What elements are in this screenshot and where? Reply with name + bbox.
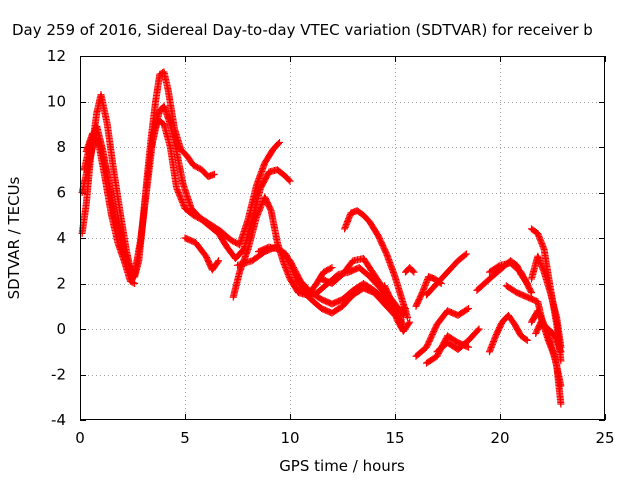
x-tick-label: 5	[180, 429, 190, 447]
y-tick-label: -2	[51, 366, 66, 384]
data-point	[557, 400, 565, 408]
data-point	[462, 250, 470, 258]
plot-frame	[80, 56, 605, 420]
x-tick-label: 20	[490, 429, 509, 447]
data-point	[410, 268, 418, 276]
series-track-8	[181, 234, 223, 274]
data-point	[274, 140, 282, 148]
data-point	[461, 251, 469, 259]
data-point	[129, 279, 137, 287]
data-point	[409, 267, 417, 275]
series-track-12	[297, 284, 405, 324]
data-points	[78, 68, 565, 408]
series-track-23	[486, 259, 535, 297]
grid	[80, 56, 605, 420]
x-tick-label: 15	[385, 429, 404, 447]
data-point	[276, 138, 283, 146]
data-point	[522, 335, 530, 343]
data-point	[406, 318, 414, 326]
data-point	[327, 264, 335, 272]
data-point	[404, 314, 412, 322]
y-tick-label: 4	[56, 229, 66, 247]
data-point	[463, 305, 471, 313]
series-track-30	[538, 320, 565, 356]
y-tick-label: 8	[56, 138, 66, 156]
data-point	[474, 326, 482, 334]
series-track-16	[402, 264, 418, 276]
data-point	[405, 319, 413, 327]
series-track-15	[381, 282, 414, 335]
series-track-21	[433, 325, 483, 356]
data-point	[214, 258, 222, 266]
series-track-24	[502, 282, 546, 324]
data-point	[557, 348, 565, 356]
y-tick-label: 10	[47, 93, 66, 111]
chart-title: Day 259 of 2016, Sidereal Day-to-day VTE…	[12, 21, 593, 39]
data-point	[527, 287, 535, 295]
y-axis-label: SDTVAR / TECUs	[5, 176, 23, 299]
data-point	[285, 176, 293, 184]
data-point	[528, 289, 535, 297]
data-point	[131, 280, 139, 287]
y-tick-label: -4	[51, 411, 66, 429]
data-point	[465, 305, 472, 313]
series-track-7	[147, 116, 294, 262]
series-track-25	[486, 311, 531, 356]
series-track-4	[82, 129, 139, 287]
y-tick-label: 2	[56, 275, 66, 293]
x-tick-label: 25	[595, 429, 614, 447]
data-point	[523, 336, 531, 344]
series-track-14	[341, 207, 412, 322]
series-track-19	[412, 305, 472, 360]
data-point	[475, 325, 483, 333]
data-point	[557, 382, 565, 390]
data-point	[286, 177, 294, 185]
y-tick-label: 6	[56, 184, 66, 202]
x-tick-label: 0	[75, 429, 85, 447]
tick-labels: 0 5 10 15 20 25 -4 -2 0 2 4 6 8 10 12	[47, 47, 615, 447]
y-tick-label: 12	[47, 47, 66, 65]
data-point	[210, 170, 218, 178]
y-tick-label: 0	[56, 320, 66, 338]
series-track-18	[423, 250, 470, 299]
data-point	[215, 257, 223, 265]
data-point	[465, 343, 472, 351]
x-axis-label: GPS time / hours	[279, 457, 405, 475]
data-point	[328, 264, 336, 272]
x-tick-label: 10	[280, 429, 299, 447]
